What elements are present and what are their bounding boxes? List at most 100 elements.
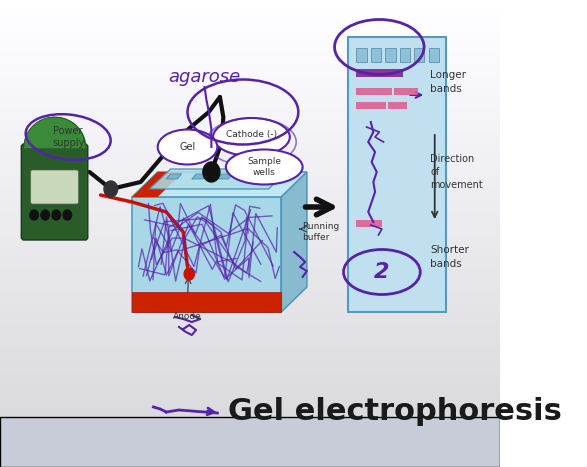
- Bar: [0, 171, 500, 173]
- FancyBboxPatch shape: [356, 69, 403, 77]
- FancyBboxPatch shape: [414, 48, 424, 62]
- Bar: [0, 29, 500, 31]
- Bar: [0, 262, 500, 263]
- Bar: [0, 162, 500, 163]
- Bar: [0, 146, 500, 148]
- Bar: [0, 279, 500, 280]
- Bar: [0, 148, 500, 149]
- Bar: [0, 5, 500, 6]
- Polygon shape: [132, 172, 307, 197]
- Bar: [0, 34, 500, 36]
- Bar: [0, 358, 500, 360]
- Bar: [0, 23, 500, 25]
- Bar: [0, 31, 500, 33]
- Bar: [0, 61, 500, 62]
- Bar: [0, 109, 500, 111]
- Bar: [0, 389, 500, 391]
- Circle shape: [52, 210, 60, 220]
- Circle shape: [30, 210, 38, 220]
- Text: Running
buffer: Running buffer: [302, 222, 340, 242]
- Bar: [0, 342, 500, 344]
- Bar: [0, 238, 500, 240]
- Bar: [0, 223, 500, 224]
- Bar: [0, 176, 500, 177]
- Bar: [0, 71, 500, 73]
- Bar: [0, 419, 500, 420]
- Bar: [0, 347, 500, 349]
- Bar: [0, 364, 500, 366]
- Bar: [0, 213, 500, 215]
- Bar: [0, 78, 500, 79]
- Bar: [0, 426, 500, 428]
- Bar: [0, 9, 500, 11]
- Bar: [0, 402, 500, 403]
- Bar: [0, 332, 500, 333]
- Bar: [0, 313, 500, 314]
- Bar: [0, 314, 500, 316]
- Bar: [0, 117, 500, 118]
- Bar: [0, 243, 500, 244]
- Bar: [0, 125, 500, 126]
- Bar: [0, 216, 500, 218]
- FancyBboxPatch shape: [429, 48, 439, 62]
- Bar: [0, 95, 500, 97]
- FancyBboxPatch shape: [394, 88, 418, 95]
- Bar: [0, 51, 500, 53]
- Bar: [0, 218, 500, 219]
- Bar: [0, 412, 500, 414]
- Bar: [0, 445, 500, 447]
- Bar: [0, 428, 500, 430]
- Bar: [0, 139, 500, 140]
- Bar: [0, 346, 500, 347]
- Bar: [0, 230, 500, 232]
- Text: agarose: agarose: [168, 68, 241, 86]
- Bar: [0, 215, 500, 216]
- Bar: [0, 84, 500, 85]
- Bar: [0, 368, 500, 369]
- Bar: [0, 14, 500, 15]
- Bar: [0, 204, 500, 205]
- Bar: [0, 321, 500, 322]
- Bar: [0, 349, 500, 350]
- Bar: [0, 383, 500, 384]
- Bar: [0, 434, 500, 436]
- Bar: [0, 397, 500, 398]
- Bar: [0, 76, 500, 78]
- Bar: [0, 167, 500, 168]
- Ellipse shape: [213, 118, 290, 156]
- Bar: [0, 134, 500, 135]
- Bar: [0, 297, 500, 299]
- Bar: [0, 244, 500, 246]
- Bar: [0, 466, 500, 467]
- Bar: [0, 436, 500, 438]
- Bar: [0, 36, 500, 37]
- Bar: [0, 240, 500, 241]
- Bar: [0, 462, 500, 464]
- Bar: [0, 430, 500, 431]
- Bar: [0, 41, 500, 42]
- Bar: [0, 241, 500, 243]
- Bar: [0, 248, 500, 249]
- Bar: [0, 372, 500, 374]
- Bar: [0, 226, 500, 227]
- Bar: [0, 291, 500, 293]
- Bar: [0, 447, 500, 448]
- Text: 2: 2: [374, 262, 390, 282]
- Bar: [0, 374, 500, 375]
- Text: Anode: Anode: [173, 312, 202, 321]
- Bar: [0, 251, 500, 252]
- Bar: [0, 137, 500, 139]
- Bar: [0, 274, 500, 276]
- Bar: [0, 17, 500, 19]
- Bar: [0, 123, 500, 125]
- Bar: [0, 252, 500, 254]
- Bar: [0, 375, 500, 377]
- Bar: [0, 97, 500, 98]
- Bar: [0, 75, 500, 76]
- Circle shape: [104, 181, 117, 197]
- Bar: [0, 442, 500, 444]
- Bar: [0, 221, 500, 223]
- FancyBboxPatch shape: [371, 48, 381, 62]
- Bar: [0, 227, 500, 229]
- Bar: [0, 452, 500, 453]
